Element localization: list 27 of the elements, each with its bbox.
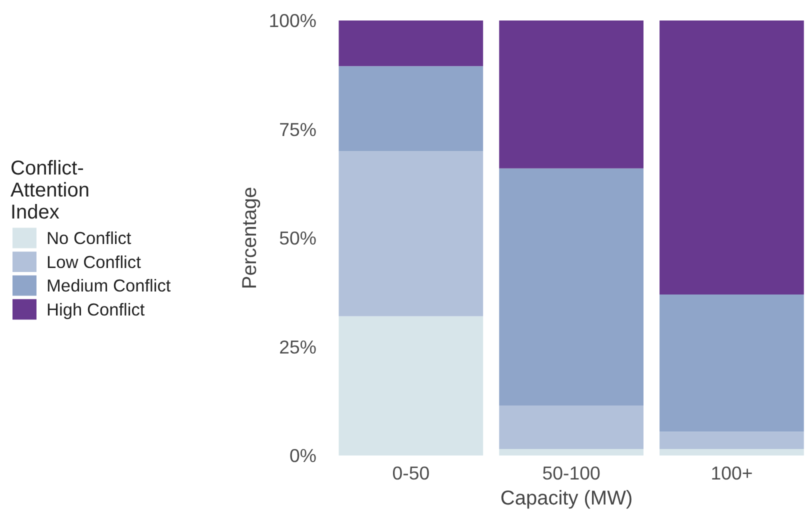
bar [338,151,484,316]
x-tick-label: 100+ [710,462,753,484]
bar [660,432,804,449]
x-tick-label: 50-100 [542,462,600,484]
legend-label: High Conflict [46,299,145,320]
legend-label: Low Conflict [46,252,142,272]
x-axis-title: Capacity (MW) [500,488,633,510]
legend-title: Conflict-Attention Index [10,157,90,224]
y-tick-label: 75% [279,118,317,140]
bar [499,20,644,168]
y-tick-label: 25% [279,336,317,358]
x-tick-label: 0-50 [392,462,430,484]
bar [660,448,804,456]
bar [338,66,484,151]
y-tick-label: 50% [279,228,317,248]
bar [499,168,644,406]
bar [499,405,644,449]
bar [660,294,804,432]
y-tick-label: 0% [290,445,317,466]
y-tick-label: 100% [268,10,317,31]
legend-label: Medium Conflict [46,276,171,296]
bar [499,448,644,456]
y-axis-title: Percentage [238,186,261,290]
bar [338,20,484,66]
legend-label: No Conflict [46,228,132,248]
bar [338,316,484,456]
bar [660,20,804,295]
